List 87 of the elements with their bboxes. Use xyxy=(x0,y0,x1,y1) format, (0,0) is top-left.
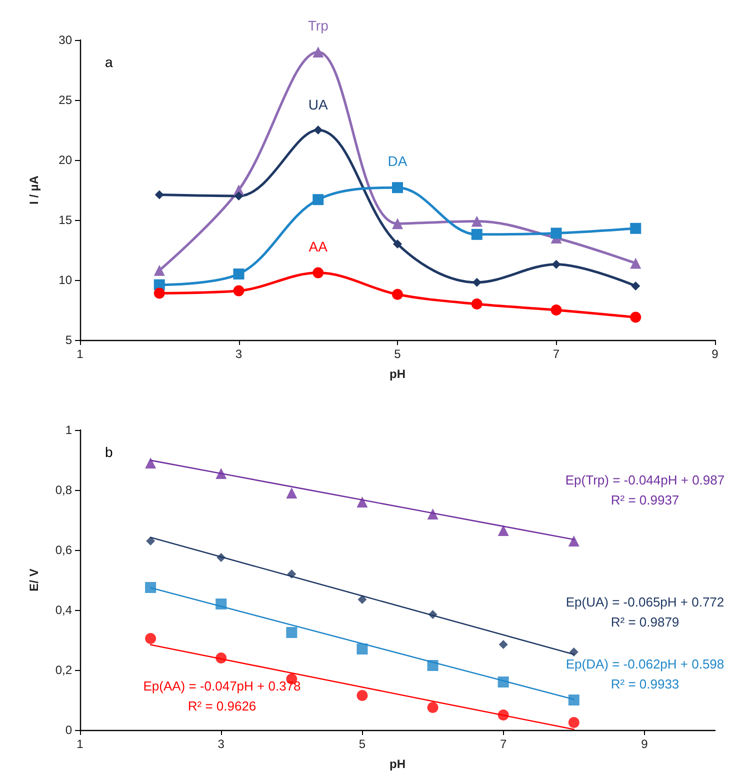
point xyxy=(234,192,244,200)
point xyxy=(631,282,640,290)
x-tick-label: 7 xyxy=(500,737,507,751)
x-axis-title: pH xyxy=(390,757,406,771)
annotation: Ep(DA) = -0.062pH + 0.598 R² = 0.9933 xyxy=(566,656,724,692)
point xyxy=(498,640,508,649)
y-tick-label: 30 xyxy=(58,33,72,47)
point xyxy=(312,267,324,278)
point xyxy=(393,240,402,248)
annotation: Ep(AA) = -0.047pH + 0.378 R² = 0.9626 xyxy=(143,678,301,714)
point xyxy=(392,218,403,230)
point xyxy=(146,536,156,546)
y-tick-label: 15 xyxy=(58,213,72,227)
point xyxy=(552,260,561,269)
point xyxy=(550,304,562,316)
point xyxy=(498,676,509,688)
point xyxy=(216,553,226,562)
point xyxy=(568,694,580,706)
point xyxy=(471,298,482,310)
y-tick-label: 20 xyxy=(58,153,72,167)
x-tick-label: 1 xyxy=(76,737,84,751)
series-label: DA xyxy=(388,153,408,170)
y-tick-label: 0,2 xyxy=(55,663,72,677)
x-tick-label: 9 xyxy=(641,737,648,751)
x-tick-label: 3 xyxy=(235,347,242,361)
point xyxy=(568,536,580,546)
point xyxy=(286,488,298,498)
x-tick-label: 1 xyxy=(76,347,84,361)
point xyxy=(356,690,368,701)
point xyxy=(550,228,562,239)
point xyxy=(427,702,438,713)
point xyxy=(233,285,244,296)
point xyxy=(358,595,367,604)
point xyxy=(145,458,156,468)
point xyxy=(286,627,298,638)
point xyxy=(145,582,156,593)
point xyxy=(154,288,165,299)
point xyxy=(216,468,227,479)
point xyxy=(427,660,438,671)
point xyxy=(314,126,323,134)
point xyxy=(145,633,156,644)
x-axis-title: pH xyxy=(390,367,406,381)
point xyxy=(392,182,403,194)
point xyxy=(569,648,578,656)
series-label: UA xyxy=(308,96,329,112)
annotation: Ep(Trp) = -0.044pH + 0.987 R² = 0.9937 xyxy=(565,472,725,508)
annotation: b xyxy=(105,444,113,460)
y-tick-label: 0,8 xyxy=(55,483,72,497)
point xyxy=(356,496,368,508)
series-label: AA xyxy=(308,238,328,254)
x-tick-label: 3 xyxy=(218,737,225,751)
point xyxy=(630,312,642,323)
x-tick-label: 9 xyxy=(712,347,719,361)
point xyxy=(471,228,482,240)
annotation: a xyxy=(105,54,113,70)
x-tick-label: 5 xyxy=(394,347,402,361)
y-axis-title: I / µA xyxy=(27,175,41,204)
y-tick-label: 10 xyxy=(58,273,72,287)
y-tick-label: 0,4 xyxy=(55,603,72,617)
series-label: Trp xyxy=(308,18,329,34)
point xyxy=(427,508,438,520)
point xyxy=(428,610,438,619)
y-tick-label: 5 xyxy=(65,333,72,347)
point xyxy=(471,216,482,227)
point xyxy=(392,288,403,300)
point xyxy=(233,268,244,280)
x-tick-label: 5 xyxy=(358,737,366,751)
point xyxy=(287,570,296,578)
point xyxy=(216,598,227,610)
annotation: Ep(UA) = -0.065pH + 0.772 R² = 0.9879 xyxy=(566,594,724,630)
point xyxy=(498,710,509,720)
point xyxy=(498,525,509,536)
point xyxy=(356,644,368,654)
point xyxy=(154,264,165,276)
y-tick-label: 25 xyxy=(58,93,72,107)
y-axis-title: E/ V xyxy=(27,568,41,592)
point xyxy=(312,194,324,206)
point xyxy=(568,717,580,728)
y-tick-label: 1 xyxy=(65,423,72,437)
point xyxy=(630,258,642,269)
point xyxy=(312,46,324,58)
y-tick-label: 0,6 xyxy=(55,543,72,557)
x-tick-label: 7 xyxy=(552,347,560,361)
point xyxy=(154,190,164,200)
y-tick-label: 0 xyxy=(65,723,72,737)
point xyxy=(216,652,227,664)
point xyxy=(630,222,642,234)
